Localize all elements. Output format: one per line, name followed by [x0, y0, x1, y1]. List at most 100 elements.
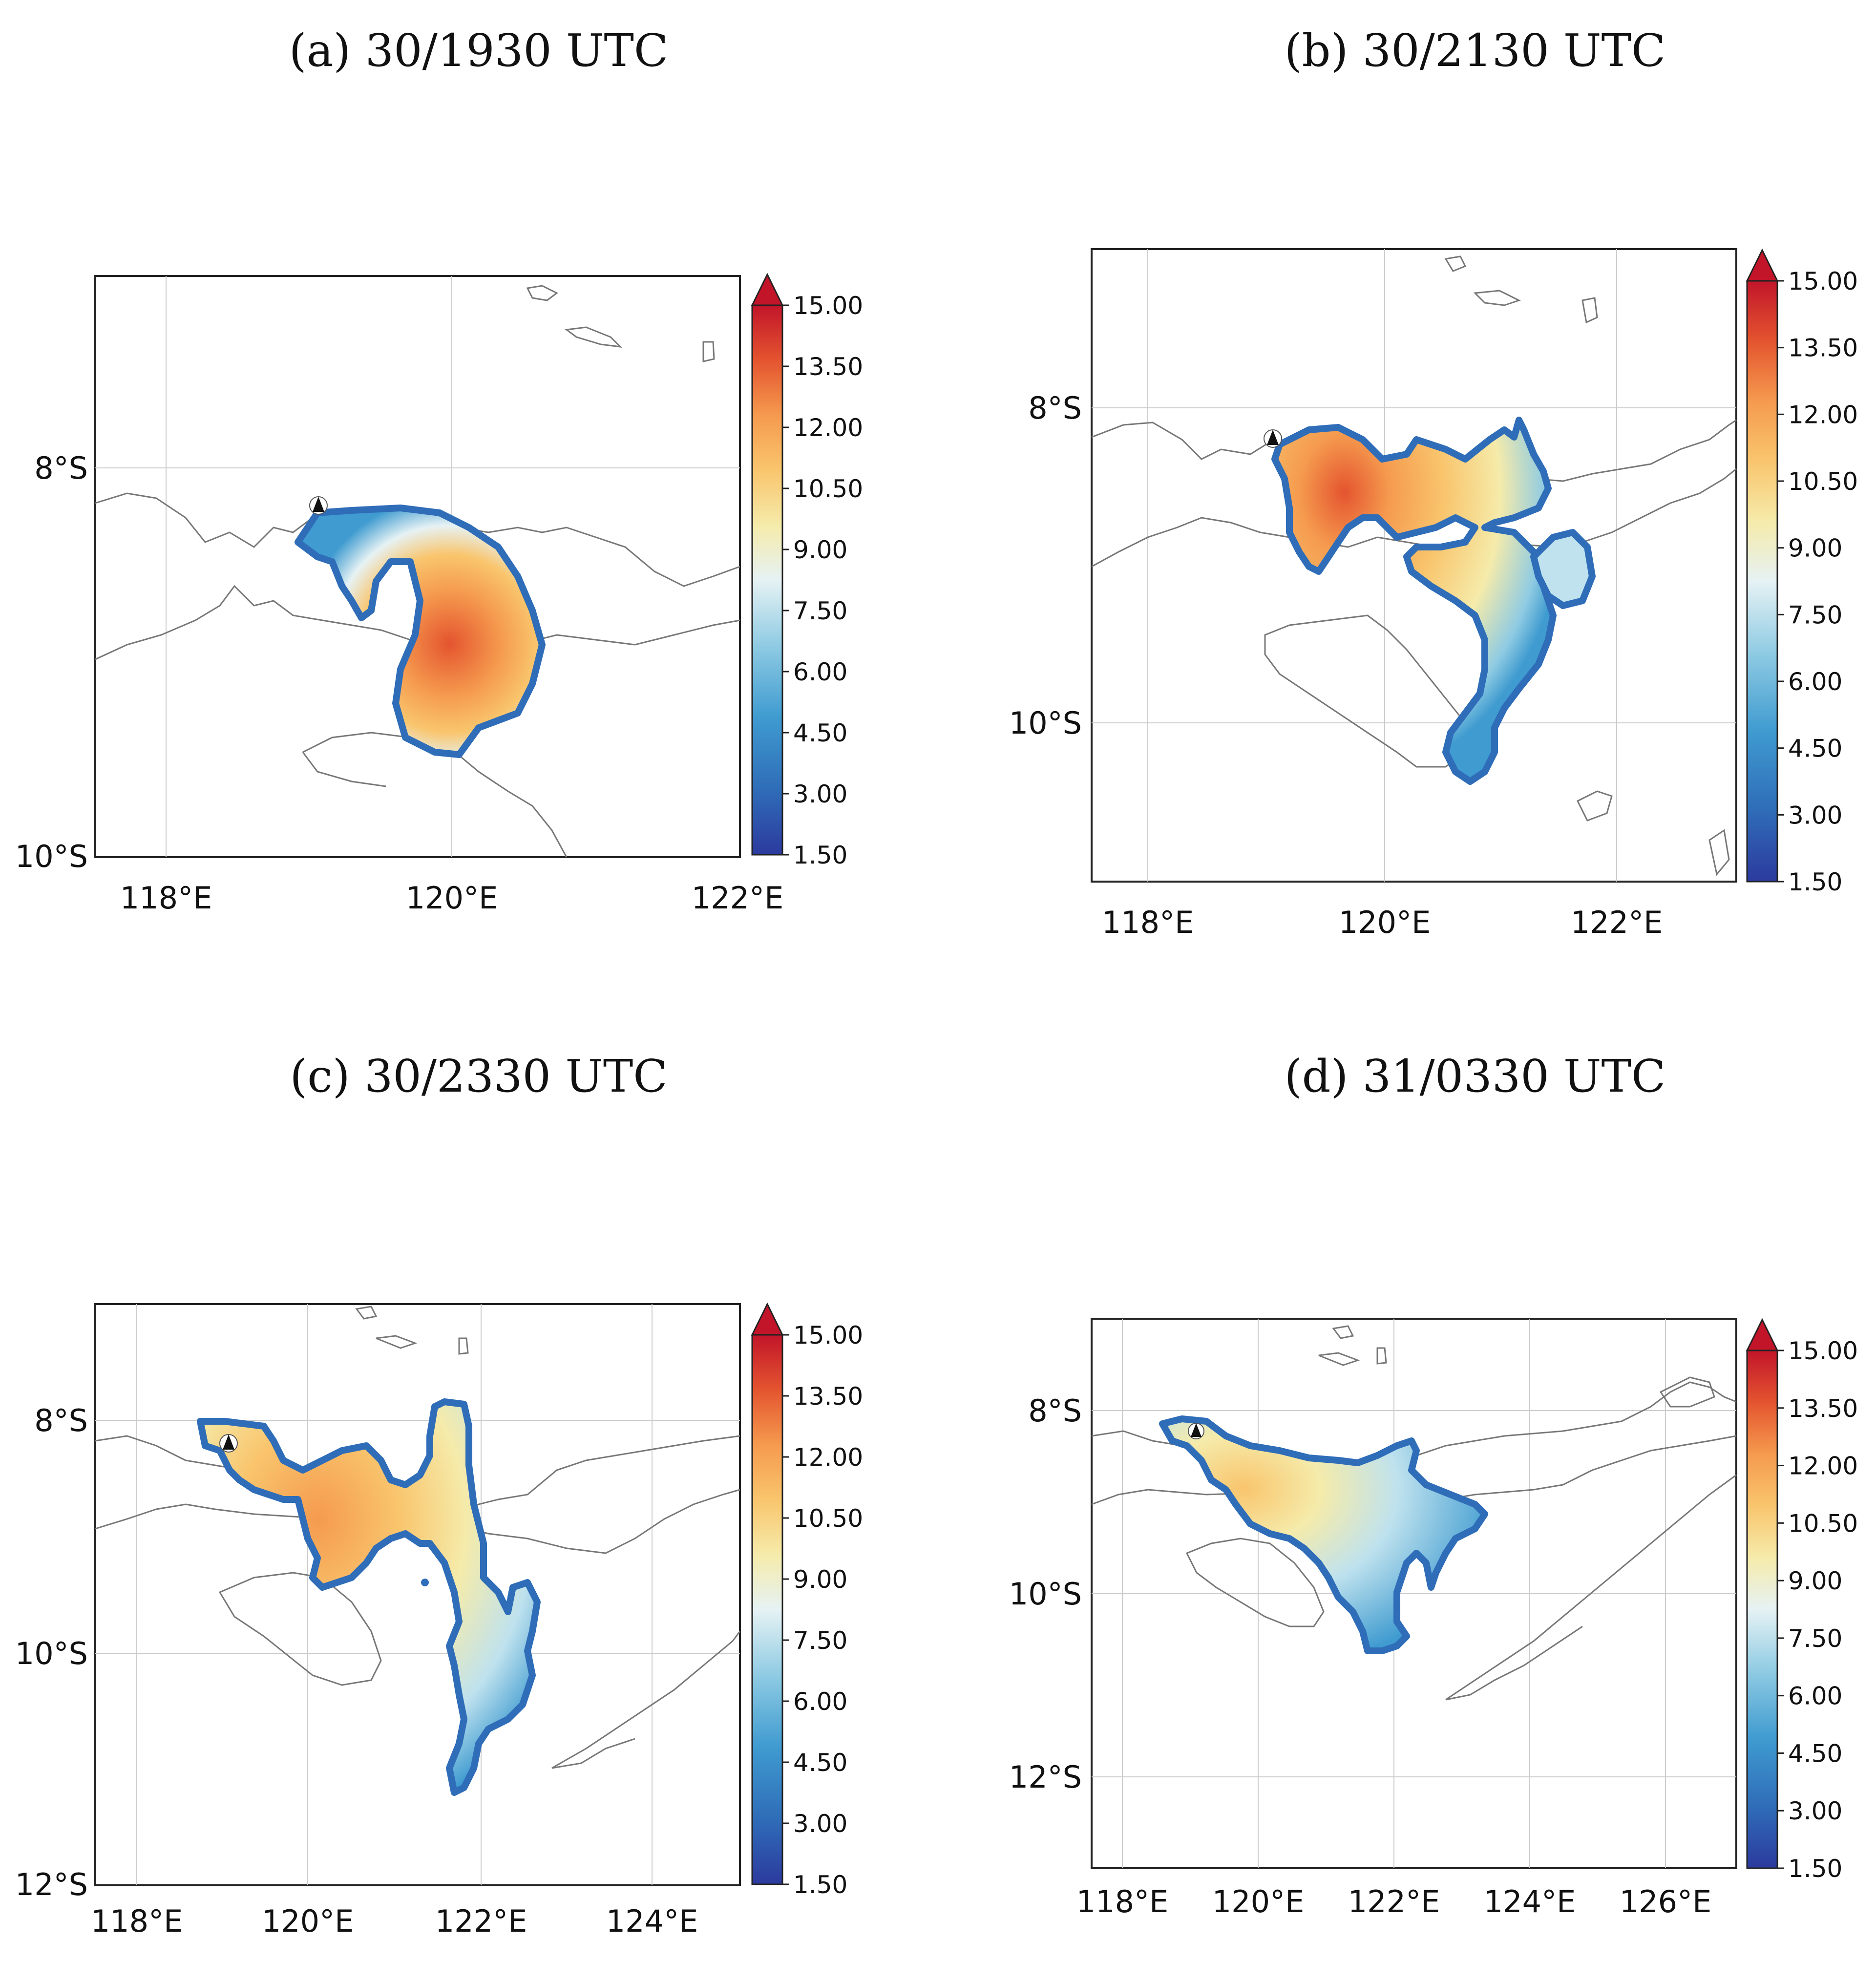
- panel-a-volcano-triangle-icon: [313, 497, 324, 512]
- panel-a-ash-plume: [295, 505, 546, 758]
- colorbar-tick-label: 15.00: [1788, 267, 1858, 295]
- panel-a-coastline: [302, 752, 386, 787]
- colorbar-tick-label: 9.00: [793, 1565, 847, 1594]
- panel-b-island: [1576, 790, 1613, 822]
- colorbar-tick-label: 7.50: [793, 1626, 847, 1655]
- colorbar-tick-label: 10.50: [793, 1504, 863, 1533]
- colorbar-tick-label: 10.50: [1788, 467, 1858, 496]
- panel-d-ytick: 8°S: [1028, 1393, 1082, 1429]
- panel-a-colorbar-labels: 15.00 13.50 12.00 10.50 9.00 7.50 6.00 4.50 3.00…: [782, 292, 863, 869]
- colorbar-tick-label: 13.50: [793, 353, 863, 381]
- panel-d-island: [1659, 1376, 1715, 1408]
- colorbar-tick-label: 12.00: [793, 414, 863, 442]
- panel-b-xtick: 118°E: [1102, 905, 1194, 940]
- panel-d-title: (d) 31/0330 UTC: [1284, 1050, 1666, 1102]
- panel-b-island: [1473, 290, 1521, 306]
- panel-c-island: [376, 1335, 418, 1349]
- colorbar-tick-label: 15.00: [793, 1321, 863, 1350]
- panel-b-xtick: 122°E: [1571, 905, 1663, 940]
- colorbar-tick-label: 6.00: [1788, 668, 1842, 696]
- panel-d-ytick: 10°S: [1009, 1576, 1082, 1612]
- panel-c-xtick: 120°E: [262, 1903, 354, 1939]
- colorbar-tick-label: 13.50: [1788, 334, 1858, 362]
- panel-d-xtick: 120°E: [1212, 1884, 1305, 1919]
- panel-c-ash-plume: [197, 1398, 541, 1796]
- panel-c-coastline-timor: [551, 1738, 635, 1769]
- panel-a-coastline: [302, 732, 568, 858]
- colorbar-tick-label: 4.50: [1788, 1739, 1842, 1768]
- panel-a-title: (a) 30/1930 UTC: [289, 24, 669, 77]
- panel-b-island: [1444, 255, 1467, 272]
- panel-b-title: (b) 30/2130 UTC: [1284, 24, 1666, 77]
- panel-a-island: [702, 341, 715, 362]
- panel-a-colorbar: [751, 273, 784, 856]
- colorbar-tick-label: 6.00: [1788, 1682, 1842, 1710]
- panel-c-coastline-timor: [551, 1631, 741, 1769]
- panel-c-title: (c) 30/2330 UTC: [290, 1050, 668, 1102]
- panel-d-volcano-triangle-icon: [1191, 1423, 1201, 1437]
- panel-d-colorbar-extend-triangle-icon: [1746, 1318, 1779, 1351]
- colorbar-tick-label: 1.50: [1788, 1855, 1842, 1883]
- panel-c-ytick: 12°S: [15, 1867, 88, 1902]
- colorbar-tick-label: 1.50: [1788, 868, 1842, 896]
- panel-b-map: 118°E 120°E 122°E 8°S 10°S 15.00 13.50 12.…: [1009, 248, 1858, 940]
- panel-a-colorbar-extend-triangle-icon: [751, 273, 784, 306]
- colorbar-tick-label: 6.00: [793, 1687, 847, 1716]
- panel-d-colorbar-body: [1746, 1350, 1778, 1869]
- panel-b-xtick: 120°E: [1339, 905, 1431, 940]
- panel-d-ytick: 12°S: [1009, 1759, 1082, 1795]
- panel-d-colorbar: [1746, 1318, 1779, 1869]
- colorbar-tick-label: 6.00: [793, 658, 847, 686]
- panel-b-colorbar-body: [1746, 280, 1778, 883]
- colorbar-tick-label: 7.50: [1788, 1624, 1842, 1653]
- panel-d-island-sumba: [1185, 1538, 1325, 1627]
- colorbar-tick-label: 3.00: [1788, 1797, 1842, 1825]
- panel-c-xtick: 124°E: [606, 1903, 698, 1939]
- panel-a-island: [565, 326, 623, 348]
- panel-c-colorbar-body: [751, 1334, 783, 1885]
- colorbar-tick-label: 9.00: [793, 536, 847, 564]
- panel-b-colorbar-extend-triangle-icon: [1746, 248, 1779, 282]
- panel-b-island: [1708, 829, 1730, 876]
- colorbar-tick-label: 4.50: [793, 719, 847, 747]
- colorbar-tick-label: 1.50: [793, 1871, 847, 1899]
- panel-d-xtick: 126°E: [1620, 1884, 1712, 1919]
- colorbar-tick-label: 15.00: [1788, 1337, 1858, 1365]
- panel-d-coastline-timor: [1445, 1625, 1583, 1701]
- panel-a-ytick: 8°S: [34, 450, 88, 486]
- colorbar-tick-label: 13.50: [793, 1382, 863, 1411]
- panel-a-ytick: 10°S: [15, 839, 88, 874]
- panel-d-coastline-timor: [1445, 1474, 1737, 1701]
- panel-c-colorbar-extend-triangle-icon: [751, 1302, 784, 1336]
- colorbar-tick-label: 9.00: [1788, 534, 1842, 563]
- panel-c-colorbar-labels: 15.00 13.50 12.00 10.50 9.00 7.50 6.00 4.50 3.00…: [782, 1321, 863, 1899]
- colorbar-tick-label: 10.50: [1788, 1509, 1858, 1538]
- colorbar-tick-label: 3.00: [1788, 801, 1842, 829]
- panel-c-ash-patch: [421, 1579, 429, 1586]
- colorbar-tick-label: 13.50: [1788, 1394, 1858, 1423]
- colorbar-tick-label: 10.50: [793, 475, 863, 503]
- panel-a-island: [526, 285, 558, 301]
- colorbar-tick-label: 12.00: [1788, 1452, 1858, 1480]
- panel-b-frame: [1091, 248, 1737, 883]
- panel-a-xtick: 118°E: [120, 880, 212, 916]
- colorbar-tick-label: 7.50: [793, 597, 847, 625]
- panel-c-map: 118°E 120°E 122°E 124°E 8°S 10°S 12°S 15…: [15, 1302, 863, 1939]
- panel-c-xtick: 118°E: [91, 1903, 183, 1939]
- panel-d-xtick: 122°E: [1348, 1884, 1440, 1919]
- panel-c-volcano-triangle-icon: [223, 1434, 234, 1450]
- colorbar-tick-label: 4.50: [1788, 735, 1842, 763]
- colorbar-tick-label: 12.00: [1788, 401, 1858, 429]
- panel-c-ytick: 10°S: [15, 1636, 88, 1671]
- panel-b-colorbar-labels: 15.00 13.50 12.00 10.50 9.00 7.50 6.00 4.50 3.00…: [1777, 267, 1858, 896]
- panel-d-colorbar-labels: 15.00 13.50 12.00 10.50 9.00 7.50 6.00 4.50 3.00…: [1777, 1337, 1858, 1883]
- panel-b-ash-plume-lobe: [1530, 529, 1596, 609]
- panel-a-xtick: 120°E: [406, 880, 498, 916]
- panel-b-volcano-triangle-icon: [1267, 430, 1279, 445]
- panel-c-island-sumba: [218, 1572, 382, 1686]
- colorbar-tick-label: 7.50: [1788, 601, 1842, 629]
- panel-d-map: 118°E 120°E 122°E 124°E 126°E 8°S 10°S 1…: [1009, 1318, 1858, 1919]
- panel-c-colorbar: [751, 1302, 784, 1885]
- panel-b-colorbar: [1746, 248, 1779, 883]
